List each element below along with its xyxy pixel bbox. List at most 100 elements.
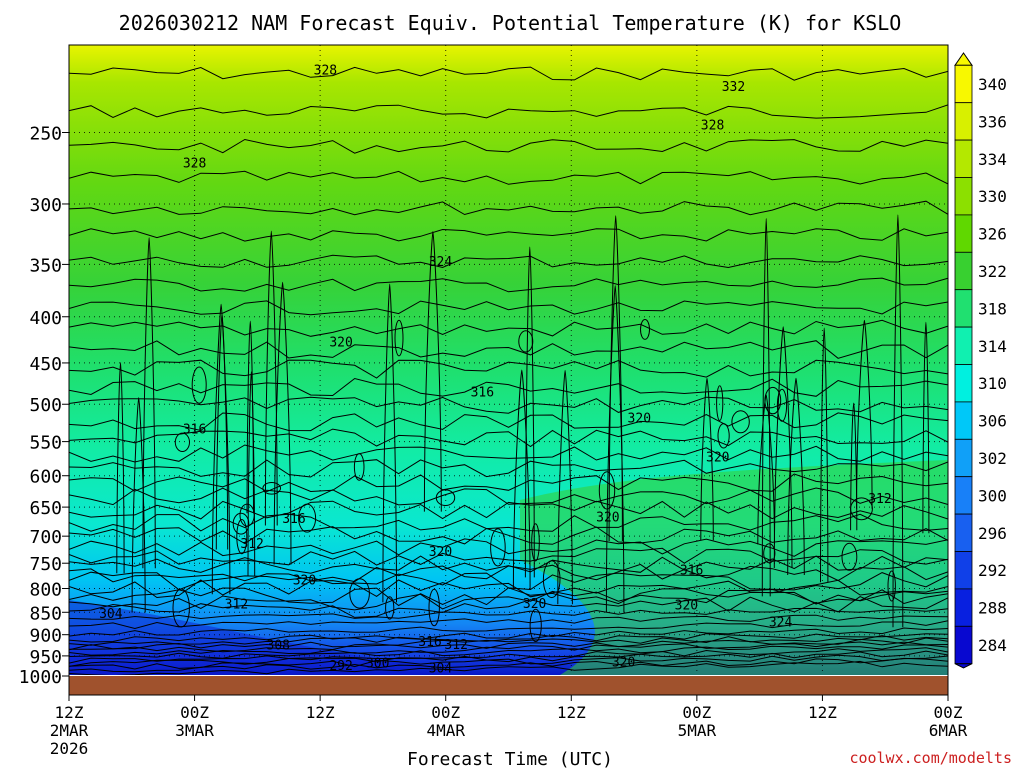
contour-label: 320 — [612, 656, 635, 671]
x-tick-label: 12Z — [55, 703, 84, 722]
x-tick-label: 12Z — [808, 703, 837, 722]
contour-label: 320 — [293, 574, 316, 589]
contour-label: 316 — [680, 563, 703, 578]
x-tick-label: 3MAR — [175, 721, 214, 740]
contour-label: 320 — [628, 411, 651, 426]
colorbar-swatch — [954, 364, 973, 403]
colorbar-label: 326 — [978, 225, 1007, 244]
colorbar-bottom-arrow — [954, 663, 973, 669]
y-tick-label: 800 — [29, 580, 62, 601]
y-tick-label: 500 — [29, 395, 62, 416]
y-tick-label: 450 — [29, 354, 62, 375]
contour-label: 312 — [225, 597, 248, 612]
contour-label: 324 — [769, 615, 793, 630]
x-tick-label: 12Z — [306, 703, 335, 722]
contour-label: 328 — [183, 157, 206, 172]
contour-label: 332 — [722, 80, 745, 95]
colorbar-label: 340 — [978, 75, 1007, 94]
contour-label: 304 — [99, 607, 123, 622]
colorbar-swatch — [954, 551, 973, 590]
colorbar-swatch — [954, 214, 973, 253]
colorbar-label: 322 — [978, 262, 1007, 281]
colorbar-label: 306 — [978, 412, 1007, 431]
x-tick-label: 5MAR — [678, 721, 717, 740]
y-tick-label: 650 — [29, 498, 62, 519]
contour-label: 304 — [429, 662, 453, 677]
y-tick-label: 400 — [29, 308, 62, 329]
colorbar-swatch — [954, 401, 973, 440]
contour-label: 316 — [282, 512, 305, 527]
colorbar-swatch — [954, 251, 973, 291]
colorbar-top-arrow — [954, 52, 973, 66]
contour-label: 320 — [706, 450, 729, 465]
x-axis-label: Forecast Time (UTC) — [407, 749, 613, 768]
colorbar-label: 296 — [978, 524, 1007, 543]
colorbar-swatch — [954, 64, 973, 104]
colorbar-label: 318 — [978, 299, 1007, 318]
contour-label: 324 — [429, 255, 453, 270]
y-tick-label: 550 — [29, 433, 62, 454]
y-tick-label: 250 — [29, 123, 62, 144]
contour-label: 316 — [183, 423, 206, 438]
x-tick-label: 00Z — [934, 703, 963, 722]
plot-area — [69, 45, 948, 675]
plot-frame — [68, 44, 949, 696]
colorbar-label: 302 — [978, 449, 1007, 468]
colorbar-swatch — [954, 625, 973, 665]
x-tick-label: 00Z — [682, 703, 711, 722]
y-tick-label: 850 — [29, 603, 62, 624]
colorbar-swatch — [954, 513, 973, 552]
x-tick-label: 4MAR — [426, 721, 465, 740]
colorbar-swatch — [954, 177, 973, 216]
contour-label: 312 — [444, 638, 467, 653]
x-tick-label: 2MAR — [50, 721, 89, 740]
colorbar-swatch — [954, 438, 973, 478]
colorbar-swatch — [954, 139, 973, 178]
contour-label: 316 — [471, 385, 494, 400]
colorbar-label: 314 — [978, 337, 1007, 356]
x-tick-label: 2026 — [50, 739, 89, 758]
colorbar-swatch — [954, 102, 973, 141]
colorbar-swatch — [954, 476, 973, 515]
y-tick-label: 950 — [29, 647, 62, 668]
colorbar-label: 334 — [978, 150, 1007, 169]
y-tick-label: 300 — [29, 195, 62, 216]
colorbar-label: 300 — [978, 486, 1007, 505]
y-tick-label: 750 — [29, 554, 62, 575]
colorbar-swatch — [954, 289, 973, 328]
colorbar-swatch — [954, 588, 973, 627]
contour-label: 320 — [329, 335, 352, 350]
y-tick-label: 350 — [29, 255, 62, 276]
colorbar-label: 288 — [978, 599, 1007, 618]
y-tick-label: 1000 — [19, 667, 62, 688]
contour-label: 328 — [314, 64, 337, 79]
contour-label: 320 — [429, 545, 452, 560]
colorbar-label: 310 — [978, 374, 1007, 393]
colorbar-label: 336 — [978, 112, 1007, 131]
colorbar: 340 336 334 330 326 322 318 314 310 306 302 300 296 2… — [954, 52, 1007, 669]
contour-label: 316 — [418, 635, 441, 650]
x-tick-label: 12Z — [557, 703, 586, 722]
contour-label: 308 — [267, 639, 290, 654]
ground-strip — [69, 676, 948, 695]
colorbar-label: 292 — [978, 561, 1007, 580]
y-tick-label: 700 — [29, 527, 62, 548]
contour-label: 320 — [675, 598, 698, 613]
colorbar-swatch — [954, 326, 973, 365]
chart-title: 2026030212 NAM Forecast Equiv. Potential… — [119, 11, 902, 35]
y-tick-label: 900 — [29, 626, 62, 647]
x-tick-label: 6MAR — [929, 721, 968, 740]
contour-label: 300 — [366, 656, 389, 671]
contour-label: 320 — [523, 597, 546, 612]
colorbar-label: 284 — [978, 636, 1007, 655]
contour-label: 320 — [596, 511, 619, 526]
contour-label: 312 — [240, 537, 263, 552]
credit-text: coolwx.com/modelts — [849, 749, 1012, 767]
colorbar-label: 330 — [978, 187, 1007, 206]
contour-label: 312 — [868, 492, 891, 507]
y-tick-label: 600 — [29, 467, 62, 488]
x-tick-label: 00Z — [180, 703, 209, 722]
contour-label: 328 — [701, 119, 724, 134]
x-tick-label: 00Z — [431, 703, 460, 722]
